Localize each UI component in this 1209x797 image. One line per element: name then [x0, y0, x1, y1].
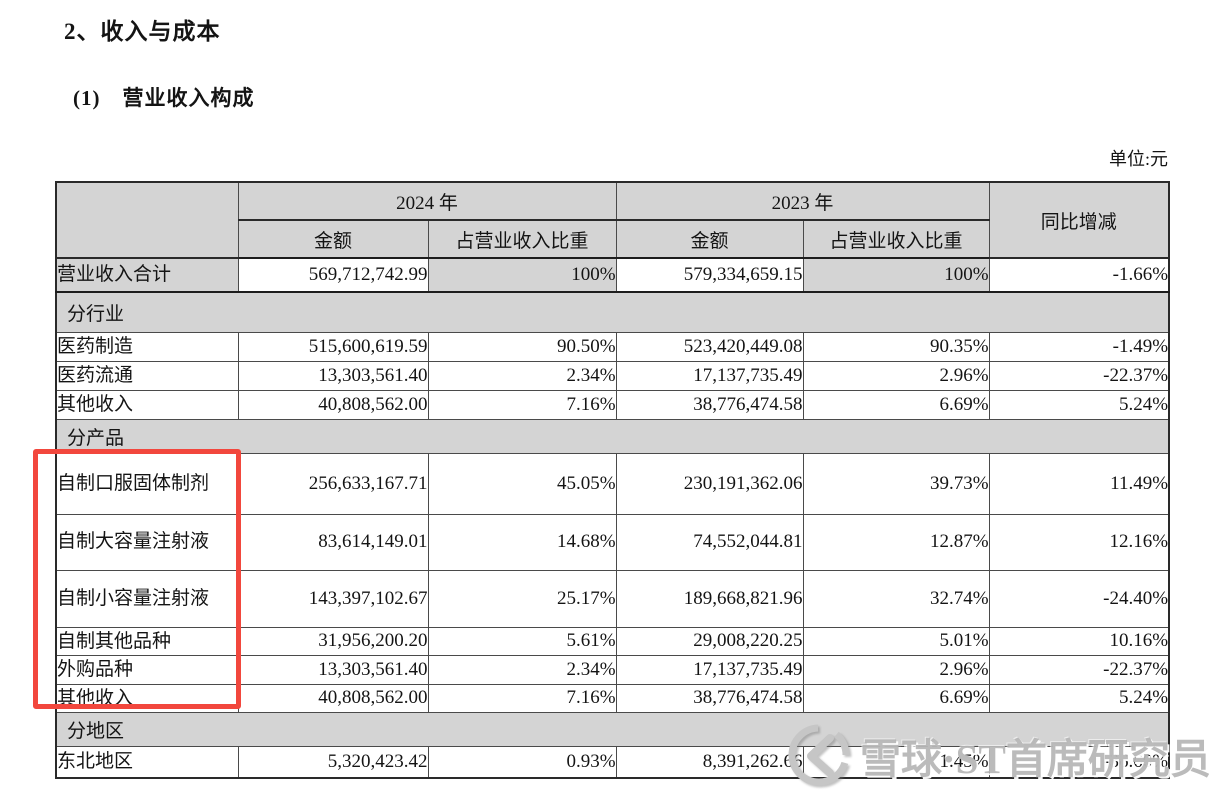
share-2023-cell: 6.69%: [802, 389, 990, 420]
section-title: 2、收入与成本: [64, 19, 221, 44]
share-2023-cell: 32.74%: [802, 569, 990, 628]
share-2023-cell: 5.01%: [802, 626, 990, 657]
share-2024-cell: 0.93%: [427, 746, 617, 779]
header-cell-yoy: 同比增减: [988, 181, 1170, 259]
share-2023-cell: 6.69%: [802, 683, 990, 714]
revenue-composition-table: 2024 年 2023 年 同比增减 金额 占营业收入比重 金额 占营业收入比重…: [55, 181, 1171, 779]
amount-2024-cell: 515,600,619.59: [237, 331, 429, 362]
amount-2024-cell: 40,808,562.00: [237, 389, 429, 420]
amount-2024-cell: 13,303,561.40: [237, 655, 429, 685]
share-2023-cell: 2.96%: [802, 655, 990, 685]
row-label: 外购品种: [55, 655, 239, 685]
amount-2023-cell: 17,137,735.49: [615, 655, 804, 685]
yoy-cell: 5.24%: [988, 389, 1170, 420]
amount-2024-cell: 5,320,423.42: [237, 746, 429, 779]
share-2023-cell: 39.73%: [802, 452, 990, 515]
row-label: 自制口服固体制剂: [55, 452, 239, 515]
share-2023-cell: 1.45%: [802, 746, 990, 779]
table-row-total: 营业收入合计 569,712,742.99 100% 579,334,659.1…: [55, 257, 1170, 293]
table-row: 医药流通 13,303,561.40 2.34% 17,137,735.49 2…: [55, 360, 1170, 391]
amount-2023-cell: 230,191,362.06: [615, 452, 804, 515]
yoy-cell: 5.24%: [988, 683, 1170, 714]
share-2024-cell: 7.16%: [427, 389, 617, 420]
row-label: 医药流通: [55, 360, 239, 391]
amount-2023-cell: 38,776,474.58: [615, 683, 804, 714]
table-row: 自制其他品种 31,956,200.20 5.61% 29,008,220.25…: [55, 626, 1170, 657]
row-label: 其他收入: [55, 683, 239, 714]
share-2024-cell: 7.16%: [427, 683, 617, 714]
amount-2023-cell: 17,137,735.49: [615, 360, 804, 391]
table-row: 自制大容量注射液 83,614,149.01 14.68% 74,552,044…: [55, 513, 1170, 571]
yoy-cell: 11.49%: [988, 452, 1170, 515]
amount-2024-cell: 13,303,561.40: [237, 360, 429, 391]
table-row: 医药制造 515,600,619.59 90.50% 523,420,449.0…: [55, 331, 1170, 362]
yoy-cell: -1.49%: [988, 331, 1170, 362]
yoy-cell: 12.16%: [988, 513, 1170, 571]
section-row-by-industry: 分行业: [55, 291, 1170, 333]
yoy-cell: -22.37%: [988, 655, 1170, 685]
section-label: 分产品: [55, 418, 1170, 454]
table-row: 东北地区 5,320,423.42 0.93% 8,391,262.66 1.4…: [55, 746, 1170, 779]
section-label: 分行业: [55, 291, 1170, 333]
yoy-cell: -36.60%: [988, 746, 1170, 779]
table-row: 自制口服固体制剂 256,633,167.71 45.05% 230,191,3…: [55, 452, 1170, 515]
table-row: 外购品种 13,303,561.40 2.34% 17,137,735.49 2…: [55, 655, 1170, 685]
header-cell-2024: 2024 年: [237, 181, 617, 221]
share-2024-cell: 100%: [427, 257, 617, 293]
row-label: 自制小容量注射液: [55, 569, 239, 628]
section-row-by-product: 分产品: [55, 418, 1170, 454]
table-row: 其他收入 40,808,562.00 7.16% 38,776,474.58 6…: [55, 683, 1170, 714]
header-cell-share-2023: 占营业收入比重: [802, 219, 990, 259]
header-cell-amount-2023: 金额: [615, 219, 804, 259]
share-2024-cell: 14.68%: [427, 513, 617, 571]
share-2024-cell: 90.50%: [427, 331, 617, 362]
row-label: 东北地区: [55, 746, 239, 779]
section-row-by-region: 分地区: [55, 712, 1170, 748]
share-2024-cell: 2.34%: [427, 655, 617, 685]
row-label: 其他收入: [55, 389, 239, 420]
unit-label: 单位:元: [1108, 149, 1168, 169]
row-label: 自制其他品种: [55, 626, 239, 657]
amount-2024-cell: 83,614,149.01: [237, 513, 429, 571]
yoy-cell: -22.37%: [988, 360, 1170, 391]
yoy-cell: 10.16%: [988, 626, 1170, 657]
share-2023-cell: 2.96%: [802, 360, 990, 391]
row-label: 自制大容量注射液: [55, 513, 239, 571]
share-2023-cell: 12.87%: [802, 513, 990, 571]
amount-2023-cell: 579,334,659.15: [615, 257, 804, 293]
section-label: 分地区: [55, 712, 1170, 748]
row-label: 营业收入合计: [55, 257, 239, 293]
header-cell-amount-2024: 金额: [237, 219, 429, 259]
yoy-cell: -1.66%: [988, 257, 1170, 293]
header-cell-2023: 2023 年: [615, 181, 990, 221]
share-2024-cell: 5.61%: [427, 626, 617, 657]
table-row: 其他收入 40,808,562.00 7.16% 38,776,474.58 6…: [55, 389, 1170, 420]
amount-2023-cell: 29,008,220.25: [615, 626, 804, 657]
share-2024-cell: 45.05%: [427, 452, 617, 515]
amount-2024-cell: 569,712,742.99: [237, 257, 429, 293]
share-2024-cell: 25.17%: [427, 569, 617, 628]
header-cell-share-2024: 占营业收入比重: [427, 219, 617, 259]
amount-2024-cell: 31,956,200.20: [237, 626, 429, 657]
amount-2023-cell: 8,391,262.66: [615, 746, 804, 779]
share-2023-cell: 100%: [802, 257, 990, 293]
amount-2023-cell: 523,420,449.08: [615, 331, 804, 362]
share-2023-cell: 90.35%: [802, 331, 990, 362]
subsection-title: (1) 营业收入构成: [73, 86, 255, 110]
amount-2024-cell: 40,808,562.00: [237, 683, 429, 714]
amount-2023-cell: 189,668,821.96: [615, 569, 804, 628]
amount-2024-cell: 143,397,102.67: [237, 569, 429, 628]
row-label: 医药制造: [55, 331, 239, 362]
amount-2023-cell: 74,552,044.81: [615, 513, 804, 571]
amount-2023-cell: 38,776,474.58: [615, 389, 804, 420]
amount-2024-cell: 256,633,167.71: [237, 452, 429, 515]
header-cell-empty: [55, 181, 239, 259]
header-row-years: 2024 年 2023 年 同比增减: [55, 181, 1170, 259]
header-row-measures: 金额 占营业收入比重 金额 占营业收入比重: [56, 219, 1169, 259]
table-row: 自制小容量注射液 143,397,102.67 25.17% 189,668,8…: [55, 569, 1170, 628]
share-2024-cell: 2.34%: [427, 360, 617, 391]
yoy-cell: -24.40%: [988, 569, 1170, 628]
